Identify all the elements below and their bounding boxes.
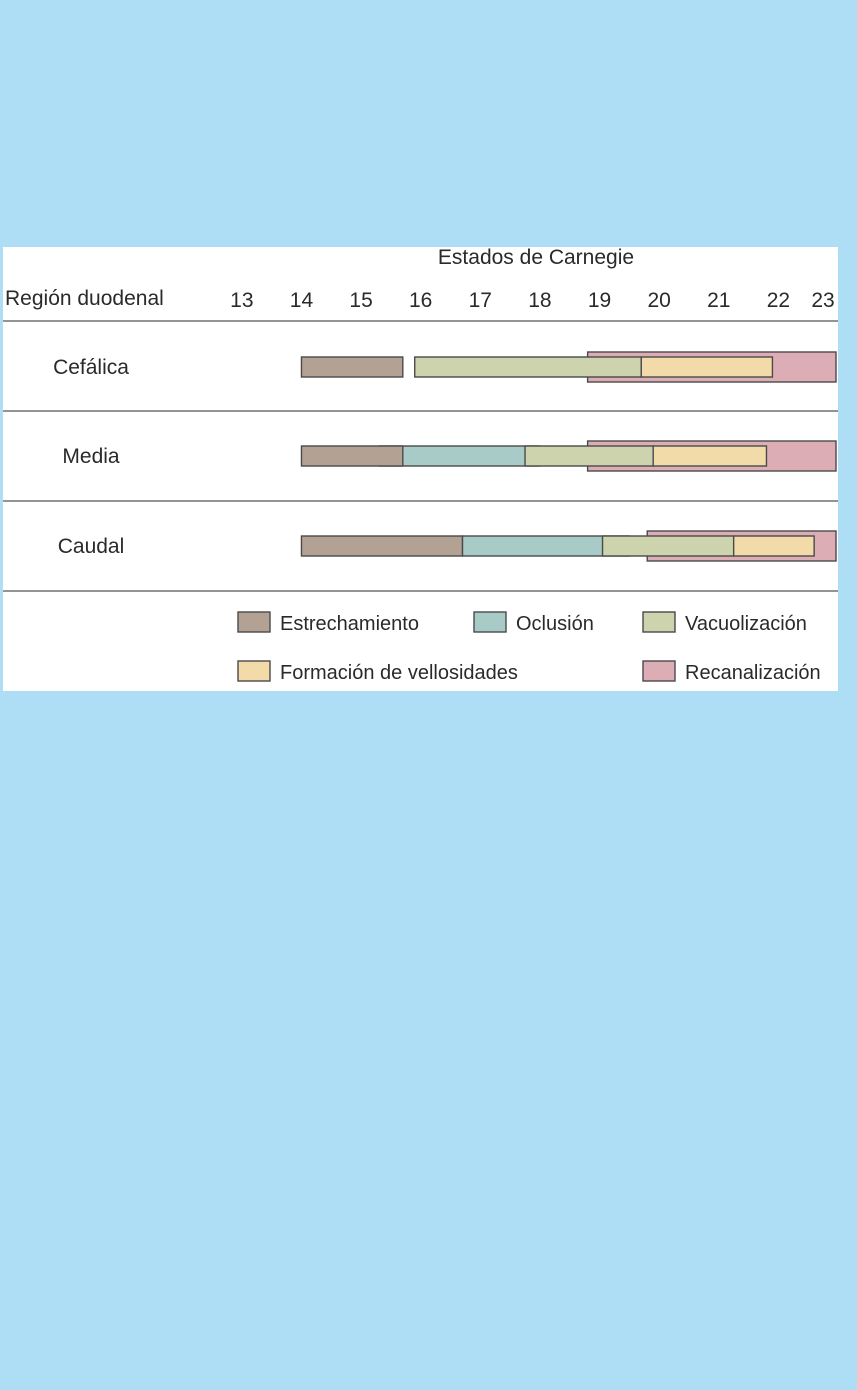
- row-header: Región duodenal: [5, 287, 164, 310]
- bar-vellosidades: [640, 356, 774, 378]
- row-dividers: [3, 320, 838, 592]
- legend-item-vellosidades: Formación de vellosidades: [237, 660, 518, 684]
- x-tick-label: 14: [290, 289, 314, 312]
- bar-vellosidades: [652, 445, 768, 467]
- legend-item-estrechamiento: Estrechamiento: [237, 611, 419, 635]
- bar-vacuolizacion: [601, 535, 735, 557]
- bar-vellosidades: [732, 535, 815, 557]
- legend-label: Formación de vellosidades: [280, 662, 518, 684]
- legend-item-recanalizacion: Recanalización: [642, 660, 821, 684]
- row-2: Caudal: [58, 530, 837, 562]
- legend-swatch: [473, 611, 507, 633]
- x-tick-labels: 13 14 15 16 17 18 19 20 21 22 23: [230, 289, 835, 312]
- x-tick-label: 13: [230, 289, 253, 312]
- legend-label: Vacuolización: [685, 613, 807, 635]
- legend-swatch: [237, 611, 271, 633]
- row-label: Caudal: [58, 535, 125, 558]
- x-tick-label: 15: [349, 289, 372, 312]
- chart-title: Estados de Carnegie: [438, 247, 634, 269]
- row-label: Media: [62, 445, 120, 468]
- bar-estrechamiento: [300, 445, 404, 467]
- bar-vacuolizacion: [414, 356, 642, 378]
- x-tick-label: 16: [409, 289, 432, 312]
- legend-swatch: [237, 660, 271, 682]
- chart-figure: Estados de Carnegie Región duodenal 13 14…: [3, 247, 838, 691]
- gantt-chart: Estados de Carnegie Región duodenal 13 14…: [3, 247, 838, 684]
- legend-label: Oclusión: [516, 613, 594, 635]
- x-tick-label: 20: [647, 289, 670, 312]
- legend-label: Estrechamiento: [280, 613, 419, 635]
- legend-label: Recanalización: [685, 662, 821, 684]
- x-tick-label: 18: [528, 289, 551, 312]
- legend: Estrechamiento Oclusión Vacuolización Forma…: [237, 611, 821, 684]
- x-tick-label: 17: [469, 289, 492, 312]
- x-tick-label: 19: [588, 289, 611, 312]
- bar-estrechamiento: [300, 535, 464, 557]
- legend-swatch: [642, 660, 676, 682]
- legend-swatch: [642, 611, 676, 633]
- rows: Cefálica Media Caudal: [53, 351, 837, 562]
- x-tick-label: 23: [811, 289, 834, 312]
- x-tick-label: 21: [707, 289, 730, 312]
- bar-estrechamiento: [300, 356, 404, 378]
- bar-vacuolizacion: [524, 445, 654, 467]
- row-label: Cefálica: [53, 356, 129, 379]
- x-tick-label: 22: [767, 289, 790, 312]
- legend-item-oclusion: Oclusión: [473, 611, 594, 635]
- legend-item-vacuolizacion: Vacuolización: [642, 611, 807, 635]
- row-1: Media: [62, 440, 837, 472]
- row-0: Cefálica: [53, 351, 837, 383]
